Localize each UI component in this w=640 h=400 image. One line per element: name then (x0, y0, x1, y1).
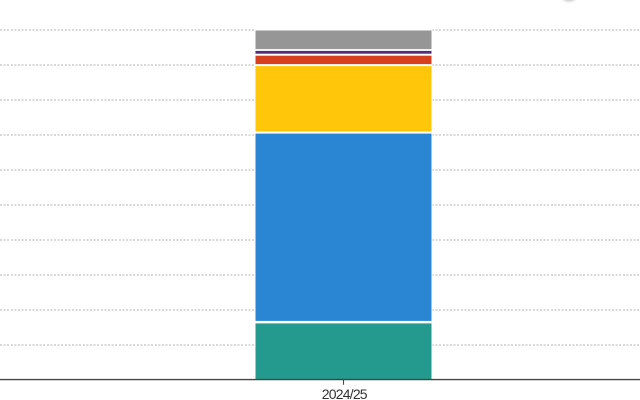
svg-text:2024/25: 2024/25 (322, 386, 368, 400)
